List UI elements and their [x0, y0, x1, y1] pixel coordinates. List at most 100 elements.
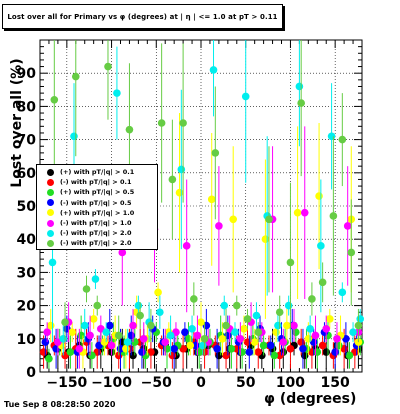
data-point: [283, 321, 291, 330]
legend-label: (-) with pT/|q| > 0.5: [60, 198, 132, 207]
legend-entry: (+) with pT/|q| > 0.5: [39, 187, 155, 197]
legend-label: (+) with pT/|q| > 0.5: [60, 188, 135, 197]
data-point: [190, 295, 198, 303]
data-point: [123, 338, 132, 346]
data-point: [127, 331, 136, 340]
legend-label: (+) with pT/|q| > 0.1: [60, 168, 135, 177]
data-point: [91, 275, 100, 283]
data-point: [89, 315, 98, 323]
data-point: [334, 341, 343, 350]
data-point: [240, 325, 248, 333]
data-point: [254, 348, 263, 356]
data-point: [138, 348, 146, 356]
data-point: [102, 328, 110, 336]
data-point: [222, 351, 230, 360]
data-point: [290, 321, 298, 330]
data-point: [168, 175, 177, 184]
data-point: [66, 348, 75, 356]
x-tick-label: 50: [236, 375, 256, 391]
data-point: [252, 311, 261, 320]
data-point: [211, 149, 220, 157]
data-point: [318, 278, 327, 287]
y-tick-label: 50: [17, 199, 37, 215]
data-point: [125, 125, 134, 134]
data-point: [349, 328, 357, 336]
chart-title: Lost over all for Primary vs φ (degrees)…: [7, 12, 278, 21]
data-point: [279, 338, 288, 346]
data-point: [114, 331, 123, 340]
data-point: [93, 301, 102, 310]
data-point: [168, 351, 177, 360]
legend-marker-icon: [47, 209, 54, 217]
data-point: [236, 335, 245, 343]
data-point: [354, 321, 363, 330]
x-tick-label: 100: [276, 375, 305, 391]
y-tick-label: 0: [26, 365, 36, 381]
data-point: [122, 344, 130, 353]
data-point: [266, 341, 275, 350]
data-point: [88, 351, 96, 360]
data-point: [75, 344, 84, 353]
data-point: [105, 321, 114, 330]
y-tick-label: 90: [17, 66, 37, 82]
legend-entry: (+) with pT/|q| > 1.0: [39, 208, 155, 218]
data-point: [238, 348, 246, 356]
legend-marker-icon: [47, 199, 54, 207]
data-point: [161, 338, 170, 346]
data-point: [107, 341, 116, 350]
data-point: [331, 348, 339, 356]
data-point: [43, 328, 51, 336]
data-point: [259, 341, 268, 350]
data-point: [70, 132, 78, 141]
legend-entry: (-) with pT/|q| > 1.0: [39, 218, 155, 228]
data-point: [170, 344, 178, 353]
y-axis-label: Lost over all (%): [9, 58, 25, 188]
data-point: [39, 348, 48, 356]
data-point: [243, 315, 252, 323]
legend-label: (+) with pT/|q| > 1.0: [60, 208, 135, 217]
data-point: [299, 344, 307, 353]
data-point: [131, 338, 139, 346]
data-point: [317, 242, 325, 250]
data-point: [229, 215, 237, 224]
data-point: [222, 321, 230, 330]
data-point: [118, 248, 127, 257]
x-tick-label: −100: [91, 375, 132, 391]
data-point: [100, 338, 109, 346]
y-tick-label: 20: [17, 299, 37, 315]
data-point: [129, 321, 137, 330]
data-point: [315, 192, 323, 200]
y-tick-label: 70: [17, 133, 37, 149]
y-tick-label: 40: [17, 232, 37, 248]
data-point: [195, 348, 204, 356]
data-point: [322, 348, 331, 356]
data-point: [181, 328, 189, 336]
data-point: [292, 328, 300, 336]
legend: (+) with pT/|q| > 0.1 (-) with pT/|q| > 0…: [36, 164, 158, 250]
data-point: [270, 351, 279, 360]
data-point: [326, 315, 334, 323]
data-point: [338, 288, 347, 297]
data-point: [227, 344, 236, 353]
data-point: [322, 325, 331, 333]
data-point: [48, 258, 57, 267]
data-point: [213, 344, 221, 353]
data-point: [207, 195, 216, 204]
data-point: [156, 308, 164, 317]
data-point: [333, 335, 341, 343]
data-point: [179, 119, 187, 127]
legend-label: (-) with pT/|q| > 0.1: [60, 178, 132, 187]
data-point: [136, 311, 144, 320]
data-point: [318, 341, 327, 350]
data-point: [218, 335, 227, 343]
data-point: [157, 119, 166, 127]
data-point: [104, 62, 112, 71]
data-point: [356, 315, 365, 323]
data-point: [300, 351, 309, 360]
data-point: [300, 208, 309, 217]
legend-marker-icon: [47, 168, 54, 176]
data-point: [193, 331, 202, 340]
data-point: [45, 354, 53, 363]
x-tick-label: 150: [321, 375, 350, 391]
data-point: [313, 348, 322, 356]
